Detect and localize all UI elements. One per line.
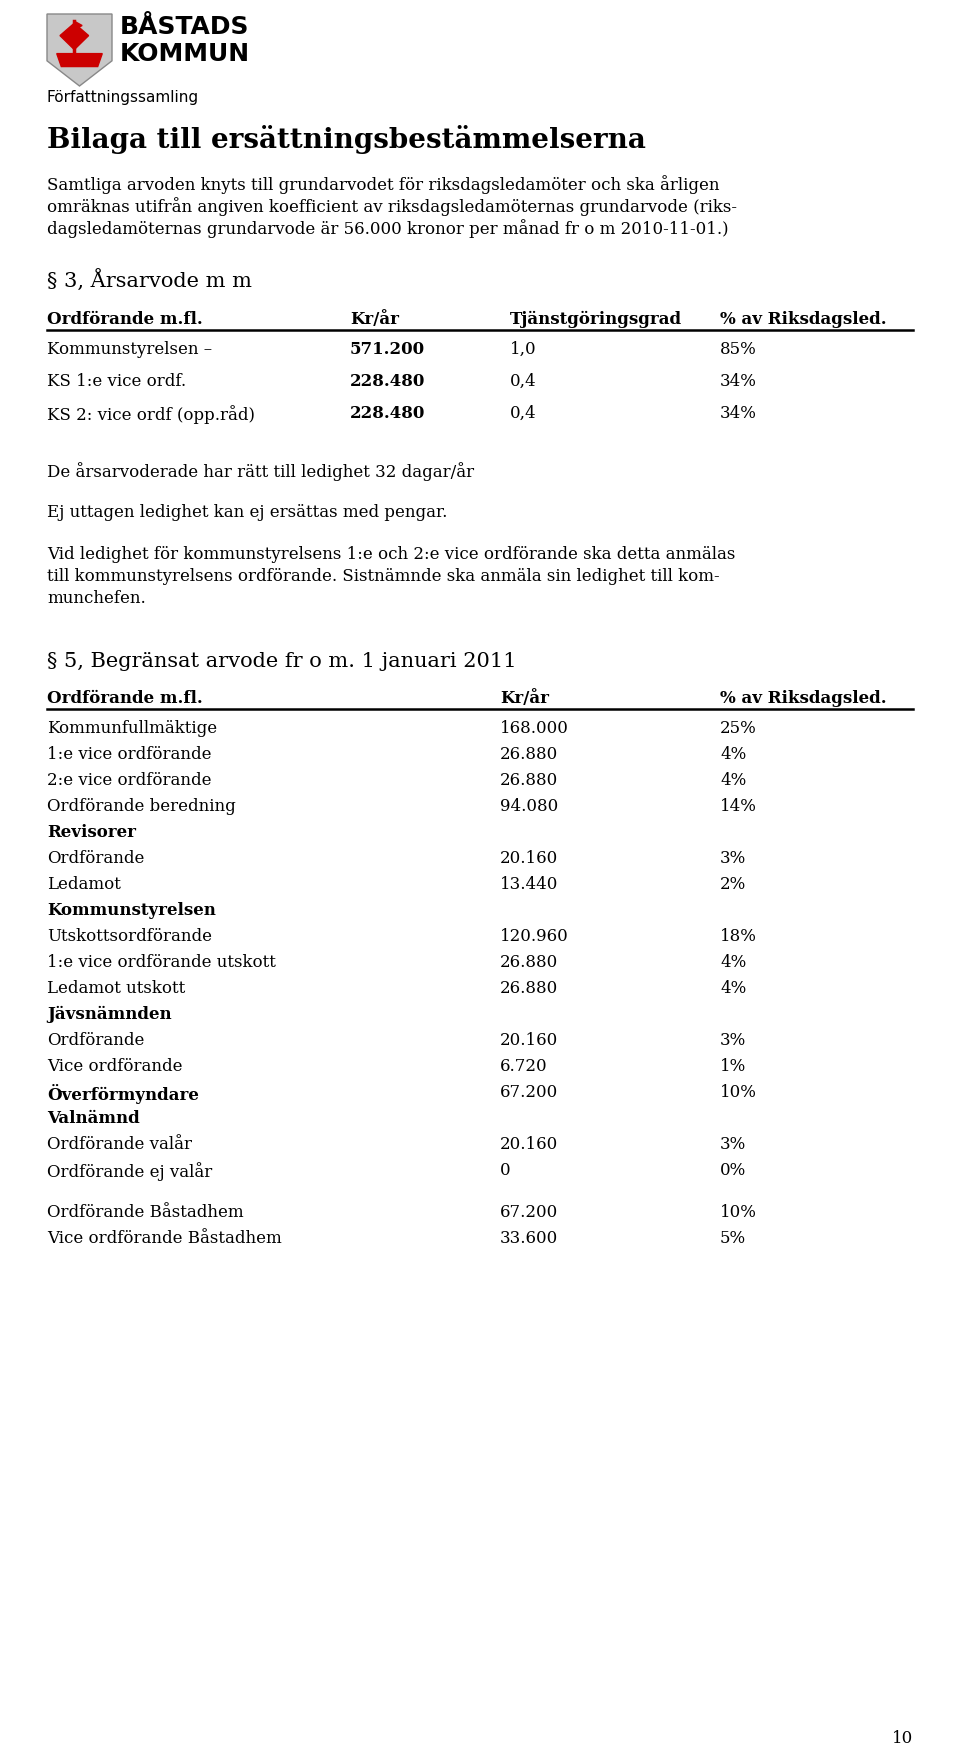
Text: 3%: 3%	[720, 850, 746, 867]
Text: 3%: 3%	[720, 1031, 746, 1049]
Text: 94.080: 94.080	[500, 797, 559, 815]
Text: 4%: 4%	[720, 979, 746, 996]
Text: 0,4: 0,4	[510, 372, 537, 390]
Text: Ordförande: Ordförande	[47, 1031, 144, 1049]
Text: Ej uttagen ledighet kan ej ersättas med pengar.: Ej uttagen ledighet kan ej ersättas med …	[47, 503, 447, 521]
Text: Ledamot utskott: Ledamot utskott	[47, 979, 185, 996]
Text: 26.880: 26.880	[500, 953, 559, 970]
Polygon shape	[47, 16, 112, 87]
Text: 2%: 2%	[720, 876, 746, 893]
Text: Kommunfullmäktige: Kommunfullmäktige	[47, 720, 217, 736]
Text: Kommunstyrelsen –: Kommunstyrelsen –	[47, 341, 212, 358]
Text: omräknas utifrån angiven koefficient av riksdagsledamöternas grundarvode (riks-: omräknas utifrån angiven koefficient av …	[47, 198, 737, 215]
Text: 26.880: 26.880	[500, 746, 559, 762]
Polygon shape	[57, 54, 103, 68]
Text: 34%: 34%	[720, 372, 756, 390]
Text: Kr/år: Kr/år	[500, 690, 549, 706]
Text: 120.960: 120.960	[500, 928, 568, 944]
Text: 1,0: 1,0	[510, 341, 537, 358]
Text: Ordförande Båstadhem: Ordförande Båstadhem	[47, 1203, 244, 1220]
Text: De årsarvoderade har rätt till ledighet 32 dagar/år: De årsarvoderade har rätt till ledighet …	[47, 461, 474, 481]
Polygon shape	[60, 24, 74, 51]
Text: Ordförande beredning: Ordförande beredning	[47, 797, 236, 815]
Text: 168.000: 168.000	[500, 720, 569, 736]
Text: till kommunstyrelsens ordförande. Sistnämnde ska anmäla sin ledighet till kom-: till kommunstyrelsens ordförande. Sistnä…	[47, 568, 720, 584]
Text: % av Riksdagsled.: % av Riksdagsled.	[720, 690, 887, 706]
Text: 26.880: 26.880	[500, 979, 559, 996]
Text: 10%: 10%	[720, 1084, 756, 1101]
Text: 14%: 14%	[720, 797, 756, 815]
Text: Ordförande ej valår: Ordförande ej valår	[47, 1161, 212, 1180]
Text: KOMMUN: KOMMUN	[120, 42, 251, 66]
Text: Utskottsordförande: Utskottsordförande	[47, 928, 212, 944]
Text: KS 1:e vice ordf.: KS 1:e vice ordf.	[47, 372, 186, 390]
Text: Ordförande m.fl.: Ordförande m.fl.	[47, 311, 203, 329]
Text: 4%: 4%	[720, 771, 746, 788]
Text: 67.200: 67.200	[500, 1203, 559, 1220]
Text: Valnämnd: Valnämnd	[47, 1110, 140, 1126]
Text: 67.200: 67.200	[500, 1084, 559, 1101]
Text: 20.160: 20.160	[500, 1031, 559, 1049]
Text: 0%: 0%	[720, 1161, 746, 1178]
Text: 10: 10	[892, 1729, 913, 1746]
Text: Kommunstyrelsen: Kommunstyrelsen	[47, 902, 216, 918]
Text: 1:e vice ordförande: 1:e vice ordförande	[47, 746, 211, 762]
Text: Samtliga arvoden knyts till grundarvodet för riksdagsledamöter och ska årligen: Samtliga arvoden knyts till grundarvodet…	[47, 175, 719, 194]
Text: % av Riksdagsled.: % av Riksdagsled.	[720, 311, 887, 329]
Text: 33.600: 33.600	[500, 1229, 559, 1246]
Text: Vid ledighet för kommunstyrelsens 1:e och 2:e vice ordförande ska detta anmälas: Vid ledighet för kommunstyrelsens 1:e oc…	[47, 545, 735, 563]
Text: Författningssamling: Författningssamling	[47, 89, 199, 105]
Text: 2:e vice ordförande: 2:e vice ordförande	[47, 771, 211, 788]
Text: Jävsnämnden: Jävsnämnden	[47, 1005, 172, 1023]
Text: Bilaga till ersättningsbestämmelserna: Bilaga till ersättningsbestämmelserna	[47, 124, 646, 154]
Text: 0,4: 0,4	[510, 406, 537, 421]
Text: 1:e vice ordförande utskott: 1:e vice ordförande utskott	[47, 953, 276, 970]
Text: 13.440: 13.440	[500, 876, 559, 893]
Text: 26.880: 26.880	[500, 771, 559, 788]
Text: Kr/år: Kr/år	[350, 311, 399, 329]
Polygon shape	[74, 24, 88, 51]
Text: Ordförande m.fl.: Ordförande m.fl.	[47, 690, 203, 706]
Text: 6.720: 6.720	[500, 1058, 547, 1075]
Text: 85%: 85%	[720, 341, 756, 358]
Text: 10%: 10%	[720, 1203, 756, 1220]
Text: Ledamot: Ledamot	[47, 876, 121, 893]
Text: Vice ordförande Båstadhem: Vice ordförande Båstadhem	[47, 1229, 281, 1246]
Text: Ordförande valår: Ordförande valår	[47, 1136, 192, 1152]
Text: 4%: 4%	[720, 953, 746, 970]
Text: KS 2: vice ordf (opp.råd): KS 2: vice ordf (opp.råd)	[47, 406, 255, 423]
Text: 1%: 1%	[720, 1058, 746, 1075]
Text: 18%: 18%	[720, 928, 756, 944]
Text: 5%: 5%	[720, 1229, 746, 1246]
Text: Tjänstgöringsgrad: Tjänstgöringsgrad	[510, 311, 683, 329]
Text: § 3, Årsarvode m m: § 3, Årsarvode m m	[47, 269, 252, 290]
Text: 571.200: 571.200	[350, 341, 425, 358]
Text: 228.480: 228.480	[350, 372, 425, 390]
Text: Överförmyndare: Överförmyndare	[47, 1084, 199, 1103]
Text: Revisorer: Revisorer	[47, 823, 136, 841]
Text: Ordförande: Ordförande	[47, 850, 144, 867]
Text: § 5, Begränsat arvode fr o m. 1 januari 2011: § 5, Begränsat arvode fr o m. 1 januari …	[47, 652, 516, 671]
Text: 34%: 34%	[720, 406, 756, 421]
Text: 25%: 25%	[720, 720, 756, 736]
Text: 4%: 4%	[720, 746, 746, 762]
Text: 20.160: 20.160	[500, 1136, 559, 1152]
Polygon shape	[74, 23, 83, 31]
Text: Vice ordförande: Vice ordförande	[47, 1058, 182, 1075]
Text: 228.480: 228.480	[350, 406, 425, 421]
Text: munchefen.: munchefen.	[47, 589, 146, 607]
Text: BÅSTADS: BÅSTADS	[120, 16, 250, 38]
Text: dagsledamöternas grundarvode är 56.000 kronor per månad fr o m 2010-11-01.): dagsledamöternas grundarvode är 56.000 k…	[47, 218, 729, 238]
Text: 0: 0	[500, 1161, 511, 1178]
Text: 20.160: 20.160	[500, 850, 559, 867]
Text: 3%: 3%	[720, 1136, 746, 1152]
